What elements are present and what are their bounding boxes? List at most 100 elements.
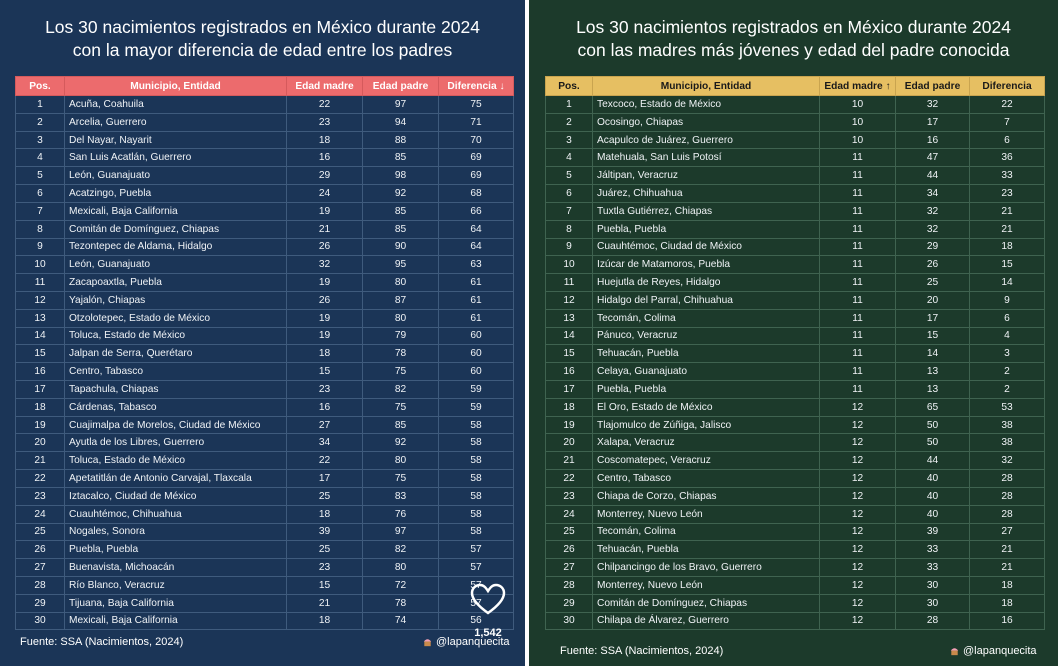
cell-municipio: Tecomán, Colima [592,308,820,328]
cell-diferencia: 63 [438,255,514,275]
cell-diferencia: 58 [438,522,514,542]
header-edad-madre-sorted: Edad madre ↑ [819,76,896,96]
cell-municipio: San Luis Acatlán, Guerrero [64,148,287,168]
cell-edad-padre: 80 [362,308,439,328]
cell-municipio: Centro, Tabasco [64,362,287,381]
cell-edad-padre: 33 [895,540,970,560]
table-row: 22 Centro, Tabasco 12 40 28 [545,469,1045,488]
cell-edad-madre: 12 [819,540,896,560]
cell-diferencia: 36 [969,148,1045,168]
cell-edad-padre: 44 [895,451,970,471]
cell-pos: 28 [545,575,593,595]
cell-municipio: Ayutla de los Libres, Guerrero [64,433,287,453]
table-row: 19 Tlajomulco de Zúñiga, Jalisco 12 50 38 [545,415,1045,435]
cell-diferencia: 23 [969,184,1045,203]
cell-pos: 27 [15,558,65,577]
cell-pos: 9 [545,237,593,257]
cell-edad-madre: 17 [286,469,363,488]
cell-diferencia: 33 [969,166,1045,186]
header-pos: Pos. [545,76,593,96]
cell-edad-padre: 97 [362,95,439,114]
table-row: 15 Tehuacán, Puebla 11 14 3 [545,344,1045,364]
cell-municipio: Acatzingo, Puebla [64,184,287,203]
cell-pos: 5 [15,166,65,186]
cupcake-icon [423,638,432,646]
cell-municipio: León, Guanajuato [64,166,287,186]
cell-municipio: Hidalgo del Parral, Chihuahua [592,290,820,310]
like-button[interactable]: 1,542 [470,583,506,641]
cell-diferencia: 58 [438,469,514,488]
header-edad-madre: Edad madre [286,76,363,96]
cell-municipio: Xalapa, Veracruz [592,433,820,453]
cell-edad-madre: 12 [819,522,896,542]
table-row: 20 Xalapa, Veracruz 12 50 38 [545,433,1045,453]
cell-pos: 12 [545,290,593,310]
cell-municipio: Ocosingo, Chiapas [592,112,820,132]
left-table-header: Pos. Municipio, Entidad Edad madre Edad … [15,76,514,96]
cell-diferencia: 57 [438,558,514,577]
cell-edad-padre: 85 [362,148,439,168]
table-row: 25 Nogales, Sonora 39 97 58 [15,522,514,542]
cell-pos: 10 [545,255,593,275]
cell-municipio: Toluca, Estado de México [64,451,287,471]
cell-edad-padre: 80 [362,451,439,471]
cell-diferencia: 60 [438,344,514,364]
cell-edad-padre: 44 [895,166,970,186]
cell-diferencia: 60 [438,362,514,381]
cell-municipio: Comitán de Domínguez, Chiapas [592,593,820,613]
cell-municipio: Juárez, Chihuahua [592,184,820,203]
cell-diferencia: 21 [969,219,1045,239]
table-row: 8 Comitán de Domínguez, Chiapas 21 85 64 [15,219,514,239]
cell-diferencia: 70 [438,130,514,150]
header-municipio: Municipio, Entidad [64,76,287,96]
cell-edad-padre: 78 [362,344,439,364]
table-row: 19 Cuajimalpa de Morelos, Ciudad de Méxic… [15,415,514,435]
cell-edad-madre: 18 [286,130,363,150]
cell-edad-padre: 32 [895,219,970,239]
cell-pos: 7 [545,201,593,221]
cell-pos: 19 [545,415,593,435]
table-row: 8 Puebla, Puebla 11 32 21 [545,219,1045,239]
table-row: 5 León, Guanajuato 29 98 69 [15,166,514,186]
cell-pos: 22 [545,469,593,488]
cell-diferencia: 21 [969,558,1045,577]
cell-edad-padre: 95 [362,255,439,275]
cell-pos: 20 [15,433,65,453]
cell-municipio: Jalpan de Serra, Querétaro [64,344,287,364]
cell-edad-padre: 17 [895,308,970,328]
cell-pos: 27 [545,558,593,577]
cell-pos: 8 [545,219,593,239]
cell-diferencia: 18 [969,237,1045,257]
cell-edad-padre: 82 [362,540,439,560]
cell-pos: 21 [545,451,593,471]
cell-diferencia: 59 [438,397,514,417]
left-table: Pos. Municipio, Entidad Edad madre Edad … [15,76,514,631]
cell-diferencia: 28 [969,469,1045,488]
cell-edad-padre: 13 [895,380,970,399]
cell-diferencia: 6 [969,130,1045,150]
cell-municipio: Cuauhtémoc, Ciudad de México [592,237,820,257]
cell-edad-padre: 98 [362,166,439,186]
cell-municipio: Puebla, Puebla [592,380,820,399]
cell-diferencia: 58 [438,504,514,524]
cell-municipio: Monterrey, Nuevo León [592,575,820,595]
header-diferencia-sorted: Diferencia ↓ [438,76,514,96]
cell-edad-padre: 32 [895,95,970,114]
cell-edad-madre: 11 [819,362,896,381]
table-row: 24 Monterrey, Nuevo León 12 40 28 [545,504,1045,524]
cell-municipio: Nogales, Sonora [64,522,287,542]
table-row: 13 Tecomán, Colima 11 17 6 [545,308,1045,328]
cell-pos: 26 [15,540,65,560]
cell-municipio: El Oro, Estado de México [592,397,820,417]
cell-pos: 19 [15,415,65,435]
right-title: Los 30 nacimientos registrados en México… [576,17,1011,60]
table-row: 7 Tuxtla Gutiérrez, Chiapas 11 32 21 [545,201,1045,221]
table-row: 15 Jalpan de Serra, Querétaro 18 78 60 [15,344,514,364]
cell-diferencia: 21 [969,201,1045,221]
cell-municipio: Chilpancingo de los Bravo, Guerrero [592,558,820,577]
cell-edad-madre: 18 [286,611,363,631]
cell-municipio: Tapachula, Chiapas [64,380,287,399]
cell-edad-padre: 87 [362,290,439,310]
like-count: 1,542 [474,627,502,639]
cell-municipio: Mexicali, Baja California [64,201,287,221]
